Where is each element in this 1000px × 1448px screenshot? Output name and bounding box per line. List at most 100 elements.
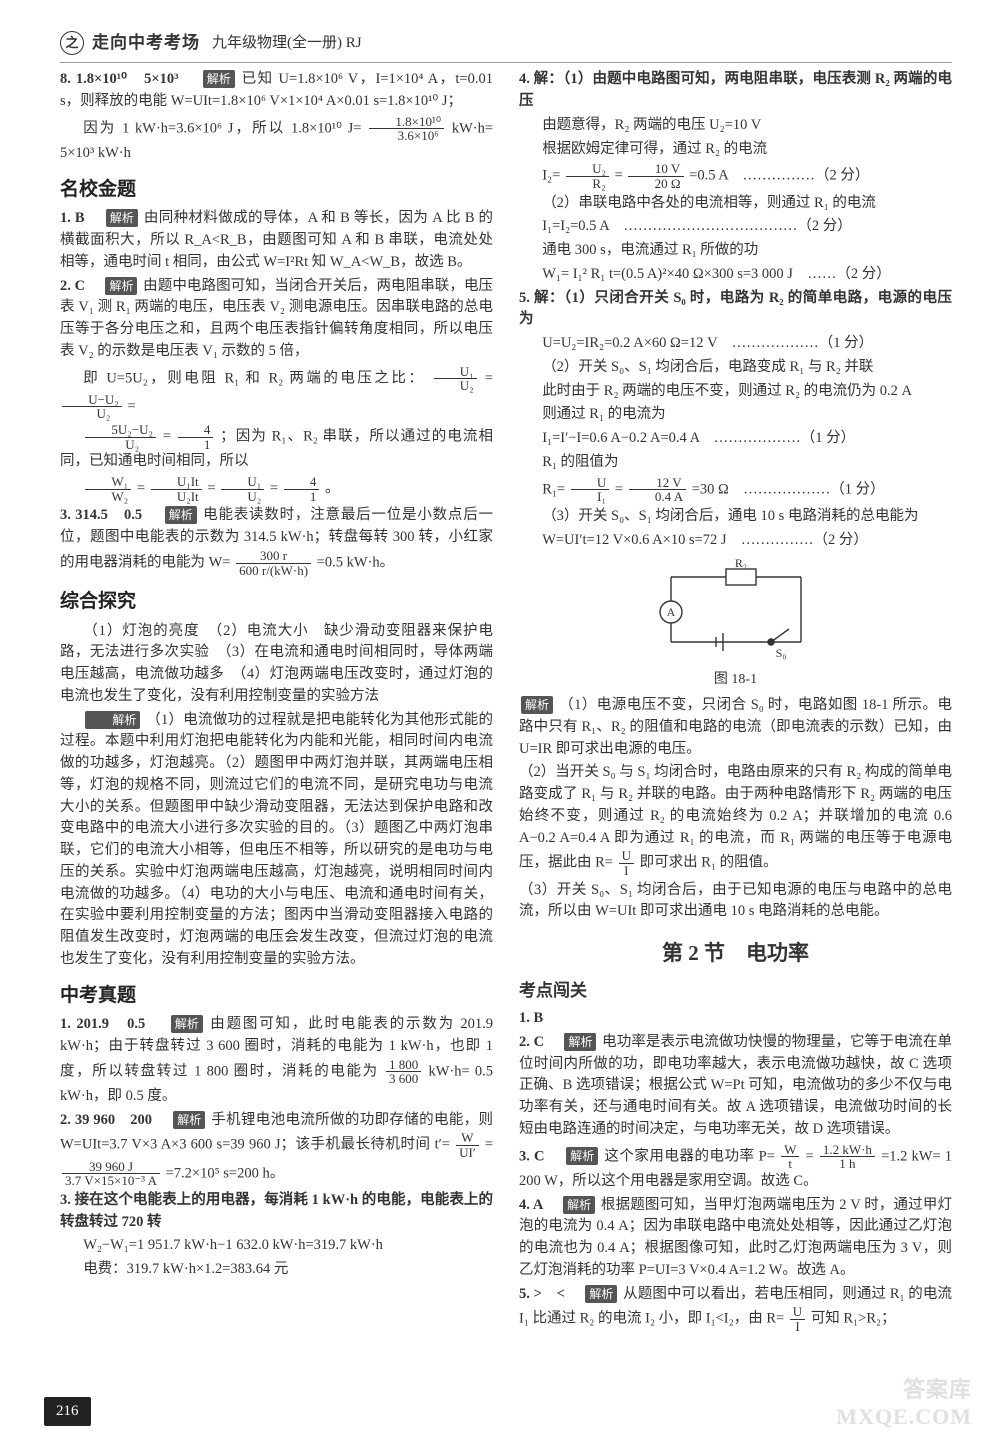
mx2-line3: 5U₂−U₂U₂ = 41 ；因为 R₁、R₂ 串联，所以通过的电流相同，已知通… (60, 423, 493, 473)
frac: 1 8003 600 (386, 1058, 421, 1086)
analysis-tag: 解析 (85, 711, 140, 729)
frac: U₁U₂ (434, 365, 477, 393)
svg-text:A: A (666, 605, 675, 619)
frac: 41 (178, 423, 214, 451)
fn: 4 (178, 423, 214, 438)
fd: UI′ (456, 1146, 479, 1160)
fn: 4 (284, 475, 320, 490)
frac: UI (790, 1305, 805, 1333)
fn: 12 V (629, 476, 686, 491)
fn: 10 V (628, 162, 683, 177)
frac: W₁W₂ (85, 475, 131, 503)
q8: 8. 1.8×10¹⁰ 5×10³ 解析 已知 U=1.8×10⁶ V，I=1×… (60, 69, 493, 113)
figure-label: 图 18-1 (519, 669, 952, 691)
t: 可知 R₁>R₂； (811, 1311, 896, 1327)
t: 这个家用电器的电功率 P= (604, 1148, 779, 1164)
header-title: 走向中考考场 (92, 30, 200, 56)
frac: 300 r600 r/(kW·h) (236, 549, 311, 577)
fd: 3.7 V×15×10⁻³ A (62, 1174, 160, 1188)
fd: I (790, 1320, 805, 1334)
q8-num: 8. 1.8×10¹⁰ 5×10³ (60, 71, 196, 87)
fn: U (619, 849, 634, 864)
mx3-num: 3. 314.5 0.5 (60, 507, 158, 523)
analysis-tag: 解析 (564, 1033, 596, 1051)
fd: R₂ (566, 177, 609, 191)
zk3b: W₂−W₁=1 951.7 kW·h−1 632.0 kW·h=319.7 kW… (60, 1235, 493, 1257)
section-zhongkao: 中考真题 (60, 981, 493, 1010)
q4g: 通电 300 s，电流通过 R₁ 所做的功 (519, 240, 952, 262)
frac: UI₁ (571, 476, 610, 504)
fn: 1.2 kW·h (820, 1143, 875, 1158)
header-sub: 九年级物理(全一册) RJ (212, 32, 362, 55)
fd: U₂ (434, 379, 477, 393)
q5e: 则通过 R₁ 的电流为 (519, 404, 952, 426)
t: = (270, 481, 282, 497)
frac: 5U₂−U₂U₂ (85, 423, 156, 451)
ana1: 解析 （1）电源电压不变，只闭合 S₀ 时，电路如图 18-1 所示。电路中只有… (519, 695, 952, 760)
q4h: W₁= I₁² R₁ t=(0.5 A)²×40 Ω×300 s=3 000 J… (519, 264, 952, 286)
zk2-end: =7.2×10⁵ s=200 h。 (166, 1165, 285, 1181)
mx3-end: =0.5 kW·h。 (317, 554, 394, 570)
frac: U₁ItU₂It (151, 475, 202, 503)
fn: U (790, 1305, 805, 1320)
section-mingxiao: 名校金题 (60, 175, 493, 204)
q5b: U=U₂=IR₂=0.2 A×60 Ω=12 V ………………（1 分） (519, 333, 952, 355)
mx3: 3. 314.5 0.5 解析 电能表读数时，注意最后一位是小数点后一位，题图中… (60, 505, 493, 577)
circuit-diagram: R₂ A S₀ (631, 557, 841, 667)
frac: U−U₂U₂ (62, 393, 122, 421)
fd: 1 h (820, 1157, 875, 1171)
analysis-tag: 解析 (105, 277, 137, 295)
fn: 1 800 (386, 1058, 421, 1073)
mx2-line4: W₁W₂ = U₁ItU₂It = U₁U₂ = 41 。 (60, 475, 493, 503)
fd: 0.4 A (629, 490, 686, 504)
q4b: 由题意得，R₂ 两端的电压 U₂=10 V (519, 115, 952, 137)
frac: 1.2 kW·h1 h (820, 1143, 875, 1171)
fd: I₁ (571, 490, 610, 504)
analysis-tag: 解析 (173, 1111, 205, 1129)
analysis-tag: 解析 (563, 1196, 595, 1214)
q5i: （3）开关 S₀、S₁ 均闭合后，通电 10 s 电路消耗的总电能为 (519, 506, 952, 528)
zk1-num: 1. 201.9 0.5 (60, 1016, 163, 1032)
q8c: 因为 1 kW·h=3.6×10⁶ J，所以 1.8×10¹⁰ J= (83, 120, 361, 136)
frac: 12 V0.4 A (629, 476, 686, 504)
analysis-tag: 解析 (521, 696, 553, 714)
t: （1）电源电压不变，只闭合 S₀ 时，电路如图 18-1 所示。电路中只有 R₁… (519, 697, 952, 757)
mx2: 2. C 解析 由题中电路图可知，当闭合开关后，两电阻串联，电压表 V₁ 测 R… (60, 276, 493, 363)
zk3c: 电费：319.7 kW·h×1.2=383.64 元 (60, 1259, 493, 1281)
t: = (485, 370, 493, 386)
q4f: I₁=I₂=0.5 A ………………………………（2 分） (519, 216, 952, 238)
fn: W (781, 1143, 799, 1158)
fn: 5U₂−U₂ (85, 423, 156, 438)
zk2-num: 2. 39 960 200 (60, 1112, 167, 1128)
q5d: 此时由于 R₂ 两端的电压不变，则通过 R₂ 的电流仍为 0.2 A (519, 381, 952, 403)
t: = (615, 481, 627, 497)
q4e: （2）串联电路中各处的电流相等，则通过 R₁ 的电流 (519, 193, 952, 215)
t: = (806, 1148, 818, 1164)
t: 3. C (519, 1148, 560, 1164)
fd: I (619, 864, 634, 878)
q5g: R₁ 的阻值为 (519, 452, 952, 474)
t: 5. > < (519, 1286, 580, 1302)
fn: U₁ (434, 365, 477, 380)
t: 2. C (519, 1034, 559, 1050)
t: =0.5 A ……………（2 分） (689, 168, 869, 184)
header-icon: 之 (60, 31, 84, 55)
fn: U (571, 476, 610, 491)
page-header: 之 走向中考考场 九年级物理(全一册) RJ (60, 30, 952, 63)
mx1-num: 1. B (60, 210, 100, 226)
t: 1. B (519, 1010, 543, 1026)
zk1: 1. 201.9 0.5 解析 由题图可知，此时电能表的示数为 201.9 kW… (60, 1014, 493, 1108)
ana3: （3）开关 S₀、S₁ 均闭合后，由于已知电源的电压与电路中的总电流，所以由 W… (519, 880, 952, 924)
k1: 1. B (519, 1008, 952, 1030)
fd: 1 (178, 438, 214, 452)
kaodian-title: 考点闯关 (519, 978, 952, 1004)
zh2-body: （1）电流做功的过程就是把电能转化为其他形式能的过程。本题中利用灯泡把电能转化为… (60, 712, 493, 967)
fn: U₁It (151, 475, 202, 490)
watermark-line1: 答案库 (836, 1377, 972, 1403)
t: R₁= (542, 481, 569, 497)
t: 4. A (519, 1197, 557, 1213)
fn: U−U₂ (62, 393, 122, 408)
q4a: 4. 解：（1）由题中电路图可知，两电阻串联，电压表测 R₂ 两端的电压 (519, 69, 952, 113)
k3: 3. C 解析 这个家用电器的电功率 P= Wt = 1.2 kW·h1 h =… (519, 1143, 952, 1193)
section-zonghe: 综合探究 (60, 587, 493, 616)
